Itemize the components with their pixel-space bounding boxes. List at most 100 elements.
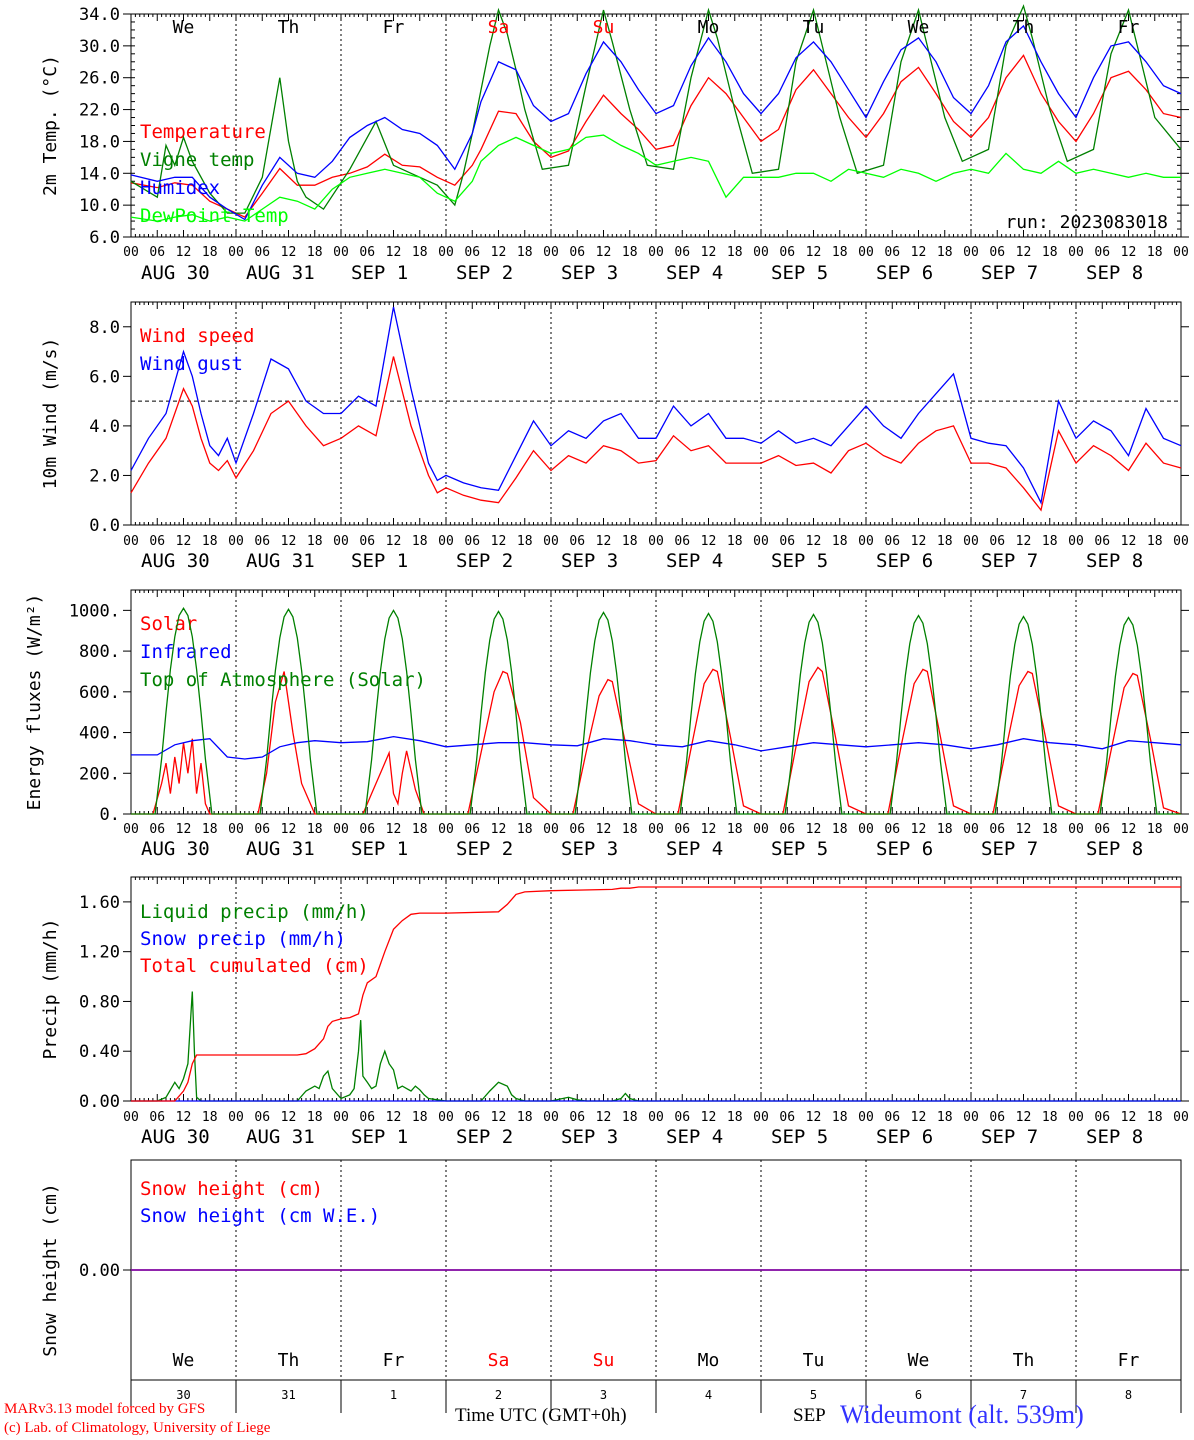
hour-tick-label: 00 bbox=[438, 822, 454, 837]
hour-tick-label: 18 bbox=[622, 245, 638, 260]
hour-tick-label: 12 bbox=[1016, 534, 1032, 549]
date-label: SEP 4 bbox=[666, 550, 723, 572]
weekday-label: Sa bbox=[488, 1350, 510, 1371]
date-label: SEP 1 bbox=[351, 1126, 408, 1148]
weekday-label: Sa bbox=[488, 17, 510, 38]
hour-tick-label: 12 bbox=[1121, 245, 1137, 260]
date-label: SEP 2 bbox=[456, 262, 513, 284]
date-label: SEP 5 bbox=[771, 838, 828, 860]
hour-tick-label: 12 bbox=[176, 1110, 192, 1125]
hour-tick-label: 18 bbox=[1147, 822, 1163, 837]
date-label: SEP 3 bbox=[561, 262, 618, 284]
date-label: AUG 30 bbox=[141, 838, 210, 860]
weekday-label: We bbox=[908, 1350, 930, 1371]
hour-tick-label: 12 bbox=[491, 245, 507, 260]
hour-tick-label: 18 bbox=[727, 245, 743, 260]
hour-tick-label: 18 bbox=[937, 1110, 953, 1125]
hour-tick-label: 00 bbox=[1173, 1110, 1189, 1125]
y-tick-label: 4.0 bbox=[89, 417, 120, 437]
legend-liquid: Liquid precip (mm/h) bbox=[140, 901, 369, 923]
hour-tick-label: 00 bbox=[228, 822, 244, 837]
day-number-label: 31 bbox=[281, 1388, 295, 1402]
hour-tick-label: 06 bbox=[884, 245, 900, 260]
hour-tick-label: 00 bbox=[858, 1110, 874, 1125]
legend-vigne: Vigne temp bbox=[140, 149, 254, 171]
hour-tick-label: 12 bbox=[1121, 1110, 1137, 1125]
hour-tick-label: 18 bbox=[307, 822, 323, 837]
hour-tick-label: 06 bbox=[569, 534, 585, 549]
hour-tick-label: 00 bbox=[648, 534, 664, 549]
hour-tick-label: 06 bbox=[779, 1110, 795, 1125]
hour-tick-label: 18 bbox=[1147, 1110, 1163, 1125]
series-line-wind bbox=[130, 356, 1182, 512]
hour-tick-label: 18 bbox=[937, 822, 953, 837]
y-tick-label: 30.0 bbox=[79, 37, 120, 57]
day-number-label: 30 bbox=[176, 1388, 190, 1402]
hour-tick-label: 18 bbox=[727, 534, 743, 549]
hour-tick-label: 00 bbox=[858, 245, 874, 260]
hour-tick-label: 18 bbox=[307, 1110, 323, 1125]
weekday-label: Fr bbox=[1118, 1350, 1140, 1371]
weekday-label: Th bbox=[1013, 17, 1035, 38]
hour-tick-label: 12 bbox=[491, 822, 507, 837]
station-name: Wideumont (alt. 539m) bbox=[840, 1400, 1084, 1429]
weekday-label: Fr bbox=[383, 1350, 405, 1371]
y-axis-title-precip: Precip (mm/h) bbox=[40, 919, 61, 1060]
date-label: SEP 3 bbox=[561, 550, 618, 572]
hour-tick-label: 12 bbox=[911, 1110, 927, 1125]
hour-tick-label: 18 bbox=[832, 534, 848, 549]
hour-tick-label: 18 bbox=[1147, 534, 1163, 549]
hour-tick-label: 12 bbox=[806, 822, 822, 837]
hour-tick-label: 06 bbox=[254, 1110, 270, 1125]
hour-tick-label: 18 bbox=[1042, 1110, 1058, 1125]
weekday-label: Su bbox=[593, 1350, 615, 1371]
weekday-label: We bbox=[173, 17, 195, 38]
y-tick-label: 800. bbox=[79, 642, 120, 662]
date-label: SEP 3 bbox=[561, 1126, 618, 1148]
legend-snow_we: Snow height (cm W.E.) bbox=[140, 1205, 380, 1227]
hour-tick-label: 00 bbox=[333, 534, 349, 549]
hour-tick-label: 18 bbox=[517, 245, 533, 260]
date-label: SEP 8 bbox=[1086, 1126, 1143, 1148]
hour-tick-label: 06 bbox=[359, 245, 375, 260]
y-tick-label: 1.60 bbox=[79, 893, 120, 913]
hour-tick-label: 12 bbox=[386, 822, 402, 837]
date-label: AUG 31 bbox=[246, 838, 315, 860]
hour-tick-label: 00 bbox=[543, 245, 559, 260]
hour-tick-label: 00 bbox=[858, 822, 874, 837]
hour-tick-label: 00 bbox=[333, 822, 349, 837]
hour-tick-label: 06 bbox=[989, 534, 1005, 549]
hour-tick-label: 12 bbox=[1016, 1110, 1032, 1125]
hour-tick-label: 00 bbox=[438, 1110, 454, 1125]
hour-tick-label: 18 bbox=[622, 822, 638, 837]
hour-tick-label: 06 bbox=[569, 822, 585, 837]
hour-tick-label: 12 bbox=[386, 534, 402, 549]
weekday-label: Fr bbox=[1118, 17, 1140, 38]
hour-tick-label: 06 bbox=[569, 1110, 585, 1125]
day-number-label: 7 bbox=[1020, 1388, 1027, 1402]
hour-tick-label: 06 bbox=[674, 534, 690, 549]
y-tick-label: 1000. bbox=[69, 601, 120, 621]
hour-tick-label: 06 bbox=[779, 822, 795, 837]
date-label: SEP 6 bbox=[876, 550, 933, 572]
hour-tick-label: 06 bbox=[1094, 1110, 1110, 1125]
hour-tick-label: 06 bbox=[254, 822, 270, 837]
weekday-label: Fr bbox=[383, 17, 405, 38]
hour-tick-label: 12 bbox=[281, 822, 297, 837]
hour-tick-label: 18 bbox=[307, 534, 323, 549]
hour-tick-label: 18 bbox=[517, 822, 533, 837]
y-tick-label: 200. bbox=[79, 764, 120, 784]
y-tick-label: 0.00 bbox=[79, 1261, 120, 1281]
legend-wind: Wind speed bbox=[140, 325, 254, 347]
hour-tick-label: 18 bbox=[202, 534, 218, 549]
date-label: AUG 31 bbox=[246, 550, 315, 572]
weekday-label: Mo bbox=[698, 1350, 720, 1371]
day-number-label: 6 bbox=[915, 1388, 922, 1402]
hour-tick-label: 06 bbox=[149, 822, 165, 837]
hour-tick-label: 00 bbox=[963, 245, 979, 260]
date-label: AUG 30 bbox=[141, 550, 210, 572]
hour-tick-label: 06 bbox=[149, 534, 165, 549]
date-label: SEP 8 bbox=[1086, 262, 1143, 284]
hour-tick-label: 06 bbox=[359, 1110, 375, 1125]
date-label: SEP 4 bbox=[666, 838, 723, 860]
